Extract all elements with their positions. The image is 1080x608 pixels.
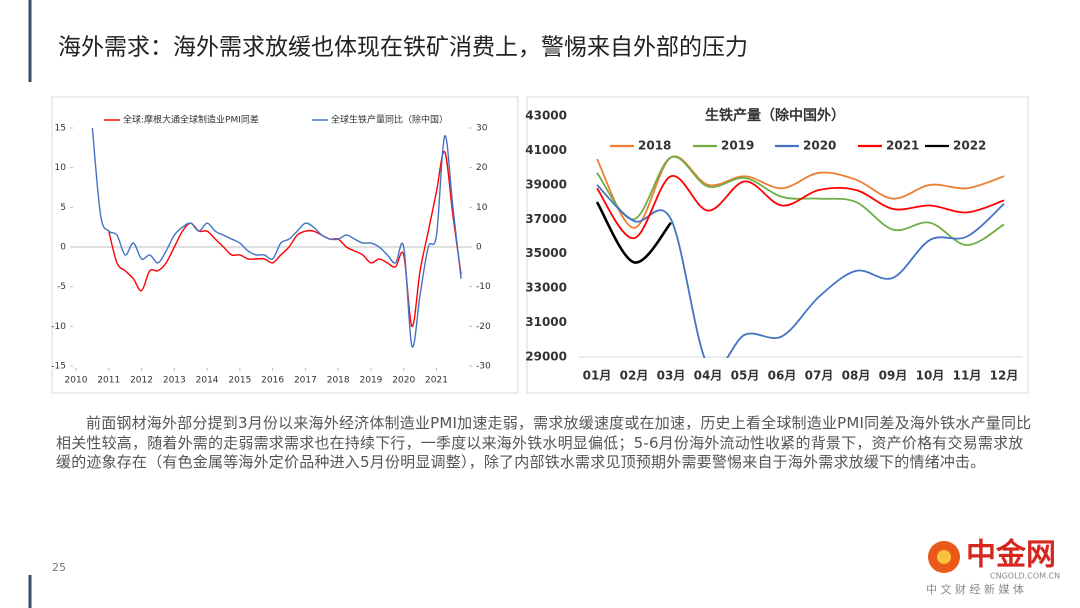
- series-line: [596, 184, 1005, 358]
- x-tick-label: 10月: [916, 369, 945, 383]
- x-tick-label: 08月: [842, 369, 871, 383]
- x-tick-label: 07月: [805, 369, 834, 383]
- x-tick-label: 2013: [163, 376, 186, 386]
- y-tick-label: 15: [55, 124, 66, 134]
- series-line: [596, 155, 1005, 229]
- y2-tick-label: 20: [476, 163, 488, 173]
- logo-icon: [937, 550, 951, 564]
- x-tick-label: 2012: [130, 376, 153, 386]
- y-tick-label: -15: [51, 362, 66, 372]
- x-tick-label: 09月: [879, 369, 908, 383]
- x-tick-label: 2016: [261, 376, 284, 386]
- legend-label: 全球:摩根大通全球制造业PMI同差: [123, 114, 259, 126]
- y2-tick-label: 0: [476, 243, 482, 253]
- chart-title: 生铁产量（除中国外）: [705, 107, 845, 124]
- x-tick-label: 02月: [620, 369, 649, 383]
- y-tick-label: -5: [57, 282, 66, 292]
- x-tick-label: 2018: [327, 376, 350, 386]
- y2-tick-label: 30: [476, 124, 488, 134]
- y-tick-label: -10: [51, 322, 66, 332]
- series-line: [595, 201, 673, 264]
- x-tick-label: 11月: [953, 369, 982, 383]
- chart-frame: [51, 96, 519, 394]
- legend-label: 全球生铁产量同比（除中国）: [331, 114, 448, 126]
- series-line: [91, 127, 462, 348]
- legend-label: 2020: [803, 139, 836, 153]
- y-tick-label: 43000: [525, 109, 567, 123]
- x-tick-label: 01月: [583, 369, 612, 383]
- y-tick-label: 35000: [525, 246, 567, 260]
- x-tick-label: 12月: [990, 369, 1019, 383]
- y-tick-label: 29000: [525, 350, 567, 364]
- series-line: [596, 175, 1005, 240]
- series-line: [108, 151, 462, 328]
- y-tick-label: 37000: [525, 212, 567, 226]
- body-paragraph: 前面钢材海外部分提到3月份以来海外经济体制造业PMI加速走弱，需求放缓速度或在加…: [56, 414, 1032, 471]
- y2-tick-label: -10: [476, 282, 491, 292]
- x-tick-label: 2021: [425, 376, 448, 386]
- x-tick-label: 06月: [768, 369, 797, 383]
- logo-slogan: 中 文 财 经 新 媒 体: [926, 582, 1024, 596]
- y-tick-label: 39000: [525, 177, 567, 191]
- x-tick-label: 2020: [392, 376, 415, 386]
- x-tick-label: 2010: [65, 376, 88, 386]
- y-tick-label: 5: [60, 203, 66, 213]
- y-tick-label: 10: [55, 163, 67, 173]
- slide-title: 海外需求：海外需求放缓也体现在铁矿消费上，警惕来自外部的压力: [58, 35, 748, 61]
- y2-tick-label: -20: [476, 322, 491, 332]
- y2-tick-label: -30: [476, 362, 491, 372]
- legend-label: 2021: [886, 139, 919, 153]
- legend-label: 2018: [638, 139, 671, 153]
- x-tick-label: 05月: [731, 369, 760, 383]
- y2-tick-label: 10: [476, 203, 488, 213]
- x-tick-label: 03月: [657, 369, 686, 383]
- x-tick-label: 2019: [360, 376, 383, 386]
- x-tick-label: 2015: [228, 376, 251, 386]
- y-tick-label: 33000: [525, 281, 567, 295]
- y-tick-label: 31000: [525, 315, 567, 329]
- page-number: 25: [52, 561, 66, 574]
- legend-label: 2019: [721, 139, 754, 153]
- legend-label: 2022: [953, 139, 986, 153]
- x-tick-label: 2017: [294, 376, 317, 386]
- series-line: [596, 155, 1005, 247]
- y-tick-label: 41000: [525, 143, 567, 157]
- y-tick-label: 0: [60, 243, 66, 253]
- logo-url: CNGOLD.COM.CN: [990, 572, 1060, 581]
- x-tick-label: 2014: [196, 376, 219, 386]
- x-tick-label: 04月: [694, 369, 723, 383]
- logo-text: 中金网: [966, 538, 1056, 573]
- x-tick-label: 2011: [97, 376, 120, 386]
